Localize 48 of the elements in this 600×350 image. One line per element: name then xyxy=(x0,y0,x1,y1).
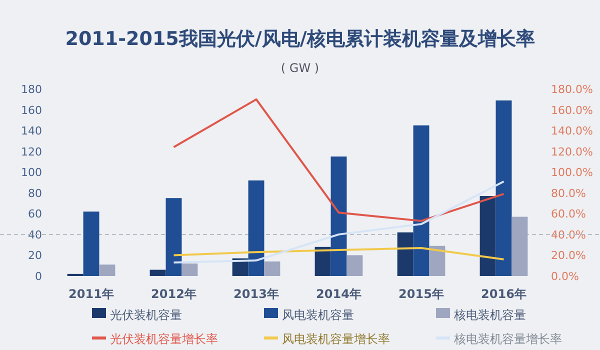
x-tick-label: 2011年 xyxy=(68,287,114,301)
bar xyxy=(330,156,347,276)
chart-title: 2011-2015我国光伏/风电/核电累计装机容量及增长率 xyxy=(65,28,535,50)
bar xyxy=(314,246,331,276)
bar xyxy=(99,264,116,276)
y2-tick-label: 120.0% xyxy=(551,145,593,158)
y2-tick-label: 60.0% xyxy=(551,208,586,221)
x-tick-label: 2012年 xyxy=(151,287,196,301)
legend-label: 核电装机容量 xyxy=(453,308,526,322)
y2-tick-label: 80.0% xyxy=(551,186,586,200)
bar xyxy=(429,246,446,276)
y-tick-label: 80 xyxy=(28,186,42,200)
bar xyxy=(150,270,166,276)
bar xyxy=(480,196,496,276)
x-tick-label: 2016年 xyxy=(481,287,526,301)
y2-tick-label: 140.0% xyxy=(551,124,593,138)
y2-tick-label: 180.0% xyxy=(551,83,593,96)
legend-label: 风电装机容量 xyxy=(282,308,354,322)
x-tick-label: 2013年 xyxy=(234,287,279,301)
y2-tick-label: 100.0% xyxy=(551,166,593,180)
bar xyxy=(413,125,430,276)
y-tick-label: 160 xyxy=(21,104,42,117)
legend-label: 核电装机容量增长率 xyxy=(453,332,562,346)
bar xyxy=(182,264,198,276)
legend-label: 光伏装机容量 xyxy=(110,308,182,322)
bar xyxy=(397,232,414,276)
bar xyxy=(83,212,100,276)
y-tick-label: 140 xyxy=(21,124,42,138)
y2-tick-label: 160.0% xyxy=(551,104,593,117)
chart-subtitle: ( GW ) xyxy=(280,61,320,75)
bar xyxy=(496,100,512,276)
x-tick-label: 2014年 xyxy=(316,287,362,301)
y-tick-label: 20 xyxy=(28,249,42,262)
y-tick-label: 0 xyxy=(35,270,42,283)
bar xyxy=(264,261,280,276)
y-tick-label: 120 xyxy=(21,145,42,158)
y2-tick-label: 20.0% xyxy=(551,249,586,262)
y2-tick-label: 0.0% xyxy=(551,270,579,283)
bar xyxy=(166,198,182,276)
y-tick-label: 60 xyxy=(28,208,42,221)
x-tick-label: 2015年 xyxy=(398,287,444,301)
bar xyxy=(346,255,363,276)
bar xyxy=(248,180,264,276)
legend-label: 光伏装机容量增长率 xyxy=(110,332,218,346)
legend-label: 风电装机容量增长率 xyxy=(282,332,390,346)
y-tick-label: 100 xyxy=(21,166,42,180)
bar xyxy=(512,216,528,276)
y-tick-label: 180 xyxy=(21,83,42,96)
